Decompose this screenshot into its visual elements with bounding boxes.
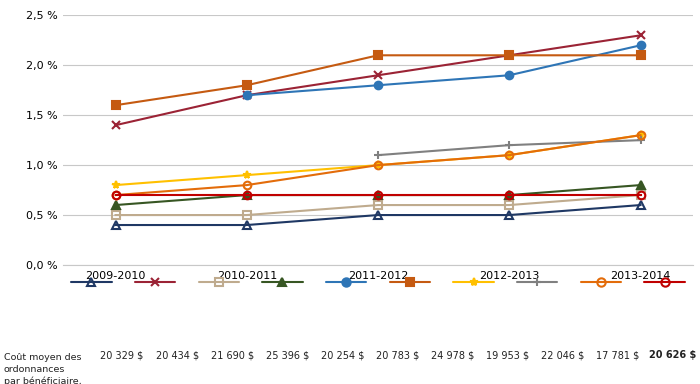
Text: Total*: Total* <box>655 313 690 323</box>
Text: C.-B.: C.-B. <box>110 313 134 323</box>
Text: ALB.: ALB. <box>165 313 189 323</box>
Text: SSNA: SSNA <box>603 313 631 323</box>
Text: Coût moyen des
ordonnances
par bénéficiaire,
2013-2014: Coût moyen des ordonnances par bénéficia… <box>4 353 81 384</box>
Text: 22 046 $: 22 046 $ <box>541 351 584 361</box>
Text: MAN.: MAN. <box>274 313 301 323</box>
Text: 20 783 $: 20 783 $ <box>376 351 419 361</box>
Text: 20 254 $: 20 254 $ <box>321 351 364 361</box>
Text: T.-N.-L.: T.-N.-L. <box>545 313 580 323</box>
Text: 20 329 $: 20 329 $ <box>100 351 144 361</box>
Text: Î.-P.-É.: Î.-P.-É. <box>491 313 523 323</box>
Text: 24 978 $: 24 978 $ <box>430 351 474 361</box>
Text: 21 690 $: 21 690 $ <box>211 351 253 361</box>
Text: 20 626 $: 20 626 $ <box>649 351 696 361</box>
Text: 17 781 $: 17 781 $ <box>596 351 639 361</box>
Text: 20 434 $: 20 434 $ <box>155 351 199 361</box>
Text: ONT.: ONT. <box>330 313 354 323</box>
Text: 19 953 $: 19 953 $ <box>486 351 529 361</box>
Text: N.-B.: N.-B. <box>385 313 410 323</box>
Text: N.-É.: N.-É. <box>440 313 465 323</box>
Text: SASK.: SASK. <box>217 313 248 323</box>
Text: 25 396 $: 25 396 $ <box>265 351 309 361</box>
